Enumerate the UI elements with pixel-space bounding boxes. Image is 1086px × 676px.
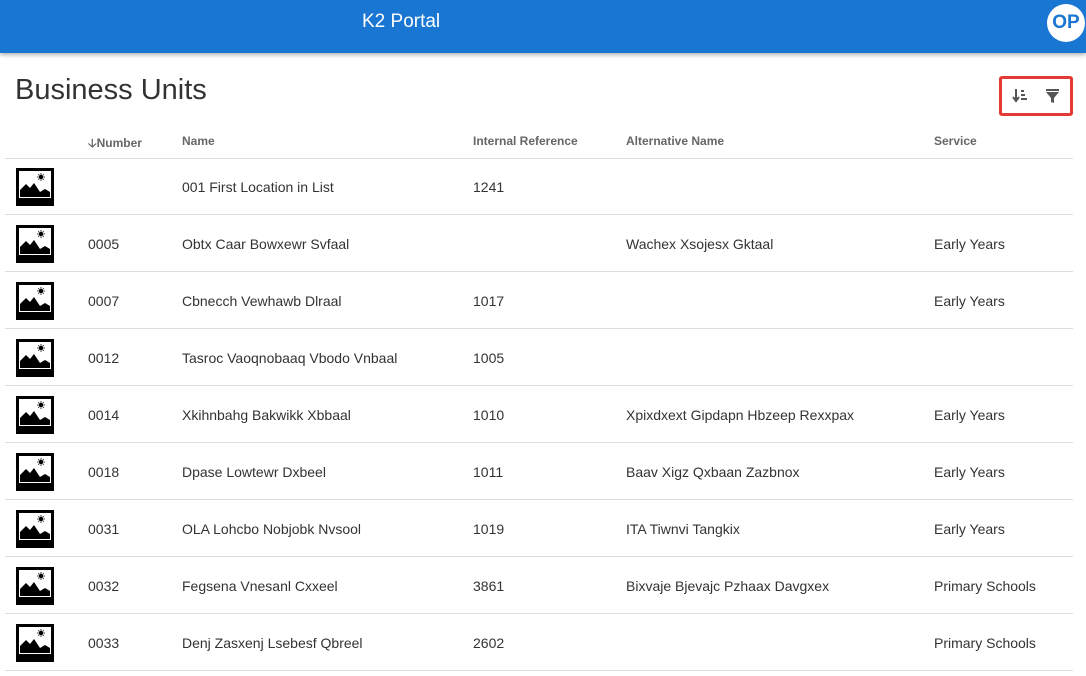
cell-alternative-name: Xpixdxext Gipdapn Hbzeep Rexxpax	[626, 407, 855, 423]
cell-name: Obtx Caar Bowxewr Svfaal	[182, 236, 350, 252]
image-placeholder-icon	[16, 453, 54, 491]
cell-internal-reference: 3861	[473, 578, 505, 594]
cell-alternative-name: Bixvaje Bjevajc Pzhaax Davgxex	[626, 578, 830, 594]
row-divider	[5, 613, 1073, 614]
cell-name: Dpase Lowtewr Dxbeel	[182, 464, 326, 480]
cell-name: Fegsena Vnesanl Cxxeel	[182, 578, 338, 594]
top-app-bar: K2 Portal OP	[0, 0, 1086, 53]
image-placeholder-icon	[16, 282, 54, 320]
table-row[interactable]: 0031 OLA Lohcbo Nobjobk Nvsool 1019 ITA …	[0, 500, 1086, 557]
image-placeholder-icon	[16, 510, 54, 548]
table-row[interactable]: 001 First Location in List 1241	[0, 158, 1086, 215]
cell-number: 0012	[88, 350, 120, 366]
cell-number: 0014	[88, 407, 120, 423]
column-header-name[interactable]: Name	[182, 134, 215, 148]
cell-internal-reference: 2602	[473, 635, 505, 651]
sort-icon[interactable]	[1012, 87, 1030, 105]
row-divider	[5, 499, 1073, 500]
table-row[interactable]: 0005 Obtx Caar Bowxewr Svfaal Wachex Xso…	[0, 215, 1086, 272]
table-row[interactable]: 0032 Fegsena Vnesanl Cxxeel 3861 Bixvaje…	[0, 557, 1086, 614]
column-header-internal-reference[interactable]: Internal Reference	[473, 134, 578, 148]
row-divider	[5, 556, 1073, 557]
cell-service: Early Years	[934, 293, 1005, 309]
table-row[interactable]: 0007 Cbnecch Vewhawb Dlraal 1017 Early Y…	[0, 272, 1086, 329]
cell-number: 0005	[88, 236, 120, 252]
row-divider	[5, 385, 1073, 386]
cell-service: Primary Schools	[934, 578, 1036, 594]
cell-name: Cbnecch Vewhawb Dlraal	[182, 293, 342, 309]
cell-number: 0018	[88, 464, 120, 480]
table-row[interactable]: 0014 Xkihnbahg Bakwikk Xbbaal 1010 Xpixd…	[0, 386, 1086, 443]
image-placeholder-icon	[16, 339, 54, 377]
table-row[interactable]: 0018 Dpase Lowtewr Dxbeel 1011 Baav Xigz…	[0, 443, 1086, 500]
row-divider	[5, 670, 1073, 671]
cell-internal-reference: 1011	[473, 464, 504, 480]
cell-name: Denj Zasxenj Lsebesf Qbreel	[182, 635, 363, 651]
cell-internal-reference: 1005	[473, 350, 505, 366]
image-placeholder-icon	[16, 225, 54, 263]
header-divider	[5, 158, 1073, 159]
cell-alternative-name: ITA Tiwnvi Tangkix	[626, 521, 740, 537]
cell-number: 0031	[88, 521, 120, 537]
cell-name: OLA Lohcbo Nobjobk Nvsool	[182, 521, 361, 537]
column-header-service[interactable]: Service	[934, 134, 977, 148]
cell-service: Primary Schools	[934, 635, 1036, 651]
cell-service: Early Years	[934, 521, 1005, 537]
cell-name: 001 First Location in List	[182, 179, 334, 195]
image-placeholder-icon	[16, 624, 54, 662]
column-header-number[interactable]: 🡣Number	[88, 136, 142, 150]
cell-number: 0032	[88, 578, 120, 594]
row-divider	[5, 442, 1073, 443]
cell-alternative-name: Wachex Xsojesx Gktaal	[626, 236, 774, 252]
image-placeholder-icon	[16, 567, 54, 605]
row-divider	[5, 271, 1073, 272]
cell-internal-reference: 1019	[473, 521, 505, 537]
app-title: K2 Portal	[362, 11, 441, 32]
user-avatar[interactable]: OP	[1047, 4, 1085, 42]
column-header-alternative-name[interactable]: Alternative Name	[626, 134, 725, 148]
cell-service: Early Years	[934, 407, 1005, 423]
sort-descending-icon: 🡣	[88, 136, 97, 150]
image-placeholder-icon	[16, 168, 54, 206]
list-toolbar	[999, 76, 1073, 116]
cell-internal-reference: 1241	[473, 179, 505, 195]
cell-service: Early Years	[934, 236, 1005, 252]
row-divider	[5, 328, 1073, 329]
table-row[interactable]: 0012 Tasroc Vaoqnobaaq Vbodo Vnbaal 1005	[0, 329, 1086, 386]
table-row[interactable]: 0033 Denj Zasxenj Lsebesf Qbreel 2602 Pr…	[0, 614, 1086, 671]
cell-name: Tasroc Vaoqnobaaq Vbodo Vnbaal	[182, 350, 398, 366]
page-title: Business Units	[15, 74, 207, 106]
cell-service: Early Years	[934, 464, 1005, 480]
cell-name: Xkihnbahg Bakwikk Xbbaal	[182, 407, 351, 423]
cell-internal-reference: 1017	[473, 293, 505, 309]
filter-icon[interactable]	[1044, 87, 1062, 105]
cell-number: 0033	[88, 635, 120, 651]
image-placeholder-icon	[16, 396, 54, 434]
cell-number: 0007	[88, 293, 120, 309]
cell-alternative-name: Baav Xigz Qxbaan Zazbnox	[626, 464, 800, 480]
cell-internal-reference: 1010	[473, 407, 505, 423]
row-divider	[5, 214, 1073, 215]
